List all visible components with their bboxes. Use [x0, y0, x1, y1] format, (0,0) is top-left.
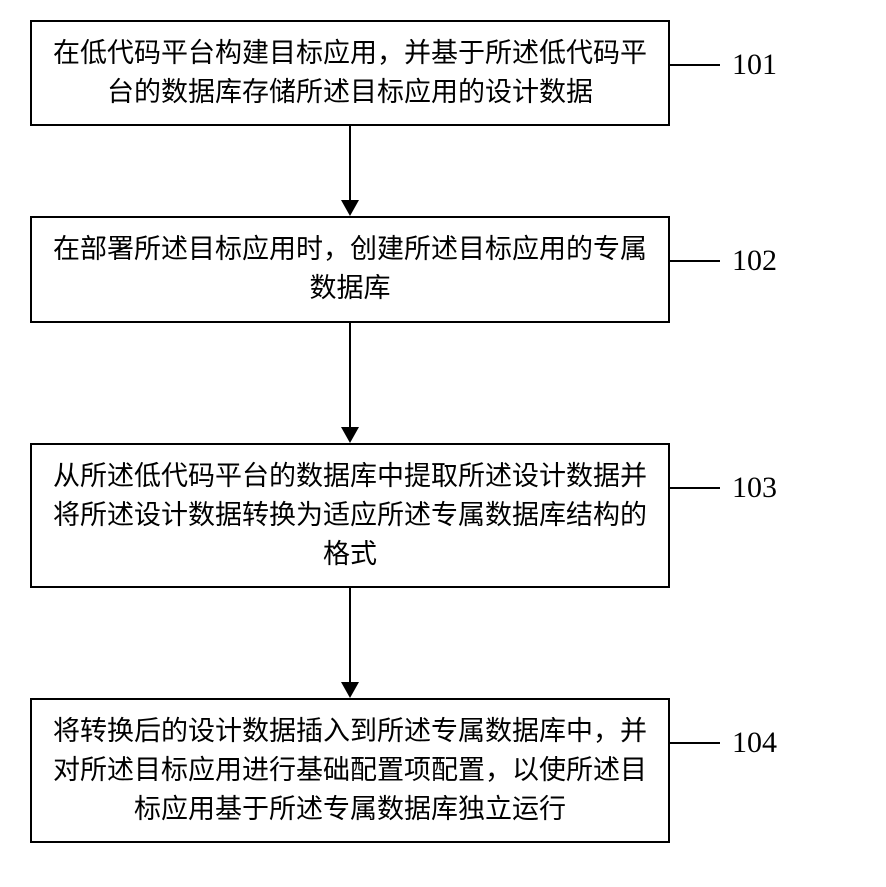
flowchart-container: 在低代码平台构建目标应用，并基于所述低代码平台的数据库存储所述目标应用的设计数据…: [30, 20, 856, 843]
arrow-head-icon: [341, 427, 359, 443]
step-text: 从所述低代码平台的数据库中提取所述设计数据并将所述设计数据转换为适应所述专属数据…: [50, 457, 650, 574]
step-102-label: 102: [732, 244, 777, 278]
flow-step-row: 从所述低代码平台的数据库中提取所述设计数据并将所述设计数据转换为适应所述专属数据…: [30, 443, 856, 588]
flow-arrow: [30, 126, 670, 216]
step-text: 在低代码平台构建目标应用，并基于所述低代码平台的数据库存储所述目标应用的设计数据: [50, 34, 650, 112]
step-102-box: 在部署所述目标应用时，创建所述目标应用的专属数据库: [30, 216, 670, 322]
arrow-line: [349, 323, 351, 427]
step-103-label: 103: [732, 471, 777, 505]
flow-step-row: 在部署所述目标应用时，创建所述目标应用的专属数据库 102: [30, 216, 856, 322]
arrow-head-icon: [341, 682, 359, 698]
flow-step-row: 在低代码平台构建目标应用，并基于所述低代码平台的数据库存储所述目标应用的设计数据…: [30, 20, 856, 126]
connector-wrap: 102: [670, 244, 777, 278]
connector-wrap: 101: [670, 48, 777, 82]
step-104-label: 104: [732, 726, 777, 760]
step-101-box: 在低代码平台构建目标应用，并基于所述低代码平台的数据库存储所述目标应用的设计数据: [30, 20, 670, 126]
step-text: 将转换后的设计数据插入到所述专属数据库中，并对所述目标应用进行基础配置项配置，以…: [50, 712, 650, 829]
flow-arrow: [30, 588, 670, 698]
flow-arrow: [30, 323, 670, 443]
connector-wrap: 103: [670, 471, 777, 505]
step-text: 在部署所述目标应用时，创建所述目标应用的专属数据库: [50, 230, 650, 308]
step-104-box: 将转换后的设计数据插入到所述专属数据库中，并对所述目标应用进行基础配置项配置，以…: [30, 698, 670, 843]
arrow-line: [349, 126, 351, 200]
connector-line: [670, 260, 720, 262]
flow-step-row: 将转换后的设计数据插入到所述专属数据库中，并对所述目标应用进行基础配置项配置，以…: [30, 698, 856, 843]
connector-line: [670, 487, 720, 489]
arrow-head-icon: [341, 200, 359, 216]
arrow-line: [349, 588, 351, 682]
connector-line: [670, 742, 720, 744]
step-103-box: 从所述低代码平台的数据库中提取所述设计数据并将所述设计数据转换为适应所述专属数据…: [30, 443, 670, 588]
connector-line: [670, 64, 720, 66]
connector-wrap: 104: [670, 726, 777, 760]
step-101-label: 101: [732, 48, 777, 82]
